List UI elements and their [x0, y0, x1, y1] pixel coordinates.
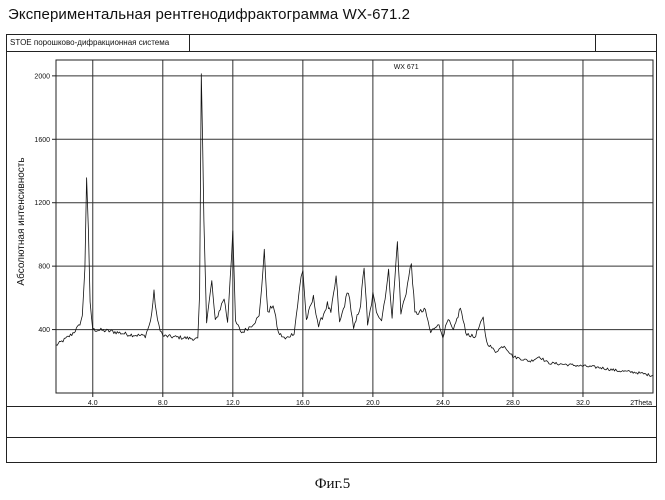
footer-divider-top: [7, 406, 656, 407]
x-tick-label: 4.0: [88, 400, 98, 407]
x-tick-label: 28.0: [506, 400, 520, 407]
y-tick-label: 800: [38, 264, 50, 271]
plot-frame: [55, 59, 654, 394]
x-axis-label: 2Theta: [630, 400, 652, 407]
series-line: [55, 73, 654, 377]
plot-window: STOE порошково-дифракционная система: [6, 34, 657, 463]
window-titlebar: STOE порошково-дифракционная система: [7, 35, 656, 52]
window-title: STOE порошково-дифракционная система: [7, 35, 190, 51]
y-axis-label: Абсолютная интенсивность: [15, 157, 27, 285]
x-tick-label: 20.0: [366, 400, 380, 407]
x-tick-label: 24.0: [436, 400, 450, 407]
x-tick-label: 16.0: [296, 400, 310, 407]
y-tick-label: 1200: [34, 200, 50, 207]
x-tick-label: 8.0: [158, 400, 168, 407]
x-tick-label: 32.0: [576, 400, 590, 407]
y-tick-label: 400: [38, 327, 50, 334]
x-tick-label: 12.0: [226, 400, 240, 407]
figure-caption: Фиг.5: [314, 476, 351, 492]
y-tick-label: 1600: [34, 137, 50, 144]
series-label: WX 671: [394, 64, 419, 71]
y-tick-label: 2000: [34, 73, 50, 80]
page-heading: Экспериментальная рентгенодифрактограмма…: [8, 6, 411, 23]
footer-divider-bottom: [7, 437, 656, 438]
titlebar-divider: [595, 35, 596, 51]
